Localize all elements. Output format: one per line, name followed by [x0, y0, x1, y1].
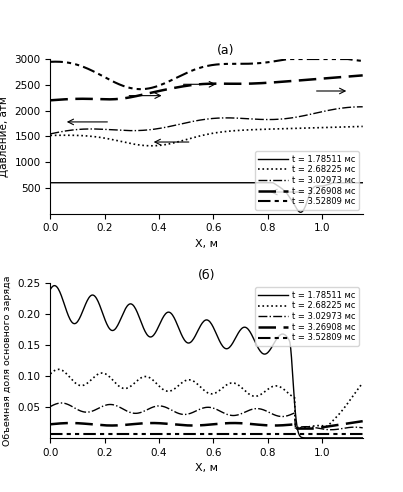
- X-axis label: X, м: X, м: [195, 239, 218, 249]
- Text: (a): (a): [216, 44, 234, 58]
- X-axis label: X, м: X, м: [195, 463, 218, 473]
- Legend: t = 1.78511 мс, t = 2.68225 мс, t = 3.02973 мс, t = 3.26908 мс, t = 3.52809 мс: t = 1.78511 мс, t = 2.68225 мс, t = 3.02…: [255, 287, 359, 346]
- Text: (б): (б): [198, 269, 215, 282]
- Legend: t = 1.78511 мс, t = 2.68225 мс, t = 3.02973 мс, t = 3.26908 мс, t = 3.52809 мс: t = 1.78511 мс, t = 2.68225 мс, t = 3.02…: [255, 151, 359, 210]
- Y-axis label: Объемная доля основного заряда: Объемная доля основного заряда: [3, 276, 12, 446]
- Y-axis label: Давление, атм: Давление, атм: [0, 96, 9, 177]
